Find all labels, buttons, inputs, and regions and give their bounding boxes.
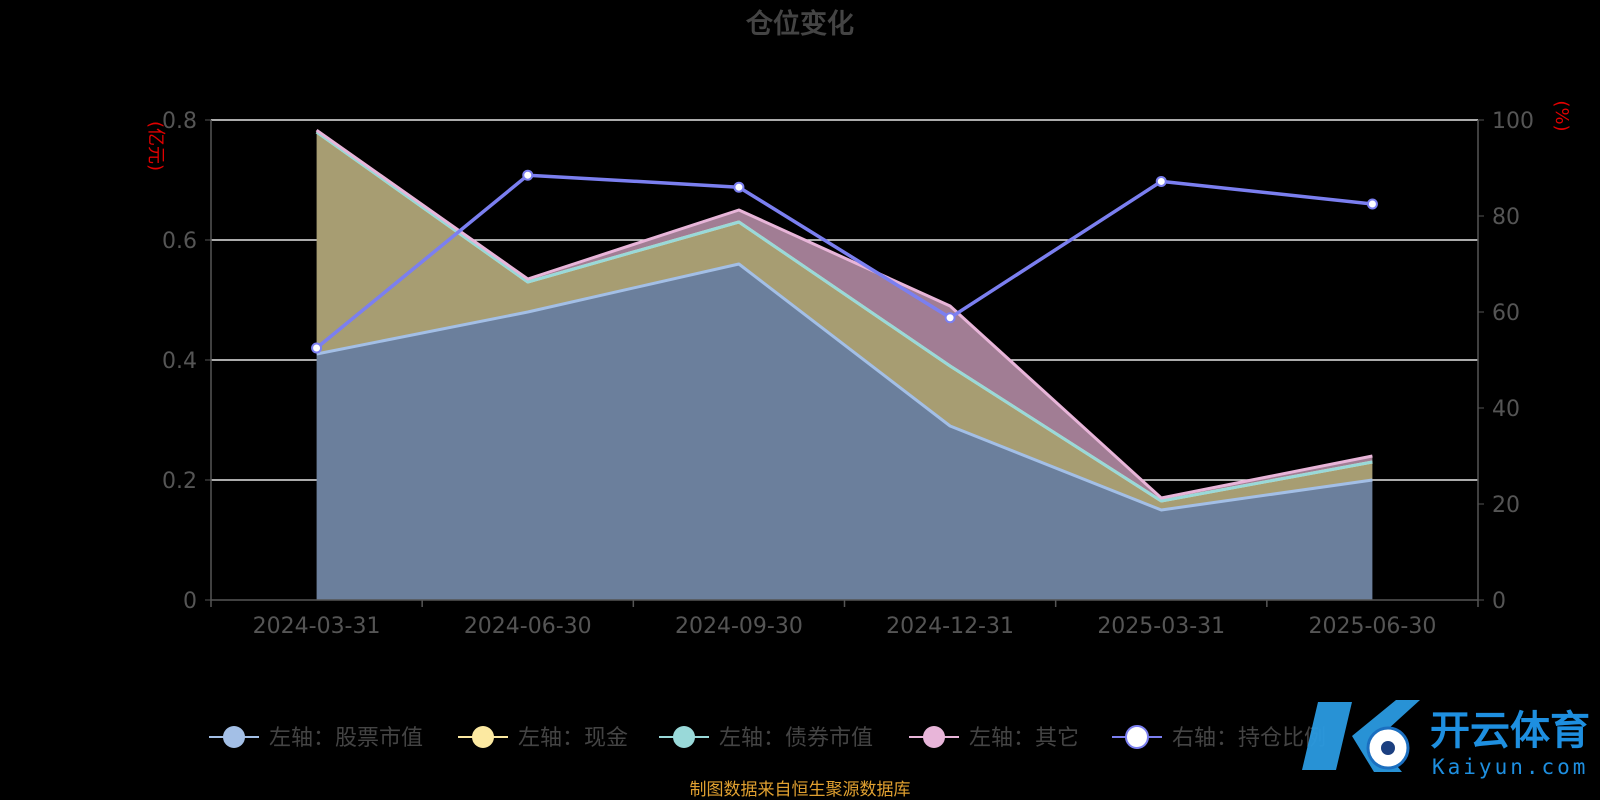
left-tick-label: 0.8 [162,109,197,134]
x-tick-label: 2024-12-31 [886,614,1014,639]
legend-label: 左轴：现金 [518,726,628,751]
right-tick-label: 60 [1492,301,1520,326]
left-tick-label: 0.2 [162,469,197,494]
ratio-point [311,342,323,354]
legend-label: 右轴：持仓比例 [1172,726,1326,751]
legend: 左轴：股票市值 左轴：现金 左轴：债券市值 左轴：其它 右轴：持仓比例 [209,725,1326,751]
right-tick-label: 0 [1492,589,1506,614]
area-fill-左轴：现金 [316,132,1373,510]
legend-marker [223,726,245,748]
ratio-point [944,312,956,324]
axes: 0 0.2 0.4 0.6 0.8 0 20 40 60 80 100 2024-03-31 2024-… [162,109,1534,639]
source-note: 制图数据来自恒生聚源数据库 [690,780,911,800]
legend-marker [472,726,494,748]
x-tick-label: 2025-03-31 [1097,614,1225,639]
legend-label: 左轴：债券市值 [719,726,873,751]
chart-title: 仓位变化 [745,8,854,40]
watermark-k-icon [1302,700,1420,772]
legend-label: 左轴：其它 [969,726,1079,751]
area-fill-左轴：股票市值 [316,264,1373,600]
watermark-domain: Kaiyun.com [1432,755,1588,779]
x-tick-label: 2025-06-30 [1308,614,1436,639]
area-series [316,130,1373,600]
watermark-logo: 开云体育 Kaiyun.com [1302,700,1590,779]
legend-label: 左轴：股票市值 [269,726,423,751]
right-tick-label: 40 [1492,397,1520,422]
area-line-左轴：债券市值 [315,130,1373,503]
x-tick-label: 2024-09-30 [675,614,803,639]
ratio-point [1366,198,1378,210]
left-tick-label: 0 [183,589,197,614]
left-axis-unit: (亿元) [145,121,166,171]
left-tick-label: 0.4 [162,349,197,374]
area-line-左轴：其它 [315,128,1373,500]
legend-marker [923,726,945,748]
right-axis-unit: (%) [1551,100,1572,131]
left-tick-label: 0.6 [162,229,197,254]
x-tick-label: 2024-03-31 [253,614,381,639]
area-line-左轴：股票市值 [316,262,1373,512]
legend-marker [673,726,695,748]
ratio-line [315,173,1373,350]
x-tick-label: 2024-06-30 [464,614,592,639]
legend-marker [1125,725,1149,749]
ratio-point [522,169,534,181]
ratio-point [733,181,745,193]
right-tick-label: 100 [1492,109,1534,134]
line-series [311,128,1378,512]
watermark-brand: 开云体育 [1430,708,1590,754]
right-tick-label: 80 [1492,205,1520,230]
right-tick-label: 20 [1492,493,1520,518]
ratio-point [1155,175,1167,187]
